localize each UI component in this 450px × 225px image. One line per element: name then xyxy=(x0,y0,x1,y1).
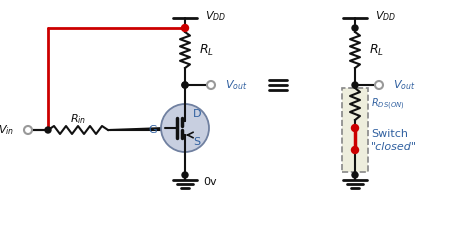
Text: 0v: 0v xyxy=(203,177,216,187)
Text: $V_{in}$: $V_{in}$ xyxy=(0,123,14,137)
Circle shape xyxy=(351,146,359,153)
Text: D: D xyxy=(193,109,202,119)
Text: Switch: Switch xyxy=(371,129,408,139)
Text: G: G xyxy=(148,125,157,135)
Circle shape xyxy=(351,124,359,131)
Circle shape xyxy=(182,82,188,88)
Circle shape xyxy=(45,127,51,133)
Text: $V_{out}$: $V_{out}$ xyxy=(225,78,248,92)
Circle shape xyxy=(352,172,358,178)
Circle shape xyxy=(182,82,188,88)
Bar xyxy=(342,88,368,172)
Text: "closed": "closed" xyxy=(371,142,417,152)
Text: $V_{DD}$: $V_{DD}$ xyxy=(375,9,396,23)
Circle shape xyxy=(207,81,215,89)
Text: $R_{DS(ON)}$: $R_{DS(ON)}$ xyxy=(371,96,405,112)
Circle shape xyxy=(161,104,209,152)
Text: $R_L$: $R_L$ xyxy=(199,43,214,58)
Text: $R_{in}$: $R_{in}$ xyxy=(70,112,86,126)
Circle shape xyxy=(375,81,383,89)
Circle shape xyxy=(352,25,358,31)
Circle shape xyxy=(352,82,358,88)
Text: S: S xyxy=(193,137,200,147)
Text: $V_{DD}$: $V_{DD}$ xyxy=(205,9,226,23)
Circle shape xyxy=(182,172,188,178)
Circle shape xyxy=(24,126,32,134)
Circle shape xyxy=(181,25,189,32)
Text: $R_L$: $R_L$ xyxy=(369,43,384,58)
Text: $V_{out}$: $V_{out}$ xyxy=(393,78,416,92)
